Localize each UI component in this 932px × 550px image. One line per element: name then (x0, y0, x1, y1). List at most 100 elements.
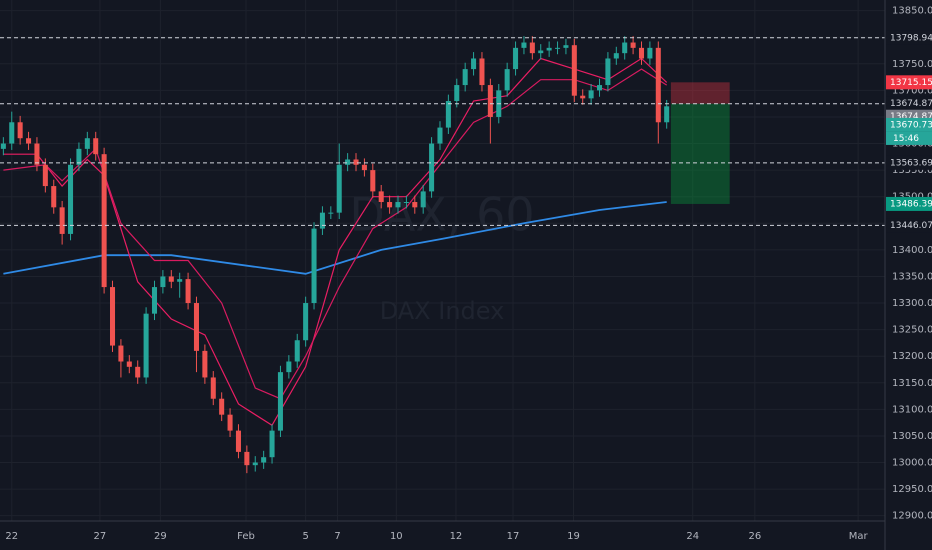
candle-body (51, 186, 57, 208)
candle-body (84, 138, 90, 149)
axes: 12900.000 12950.000 13000.000 13050.000 1310… (5, 6, 932, 542)
candle-body (479, 58, 485, 86)
price-tag (886, 196, 932, 211)
candle-body (227, 414, 233, 431)
x-tick-label: Mar (849, 531, 869, 542)
candle-body (9, 122, 15, 144)
y-tick-label: 13100.000 (892, 404, 932, 415)
candle-body (311, 228, 317, 304)
y-tick-label: 13400.000 (892, 245, 932, 256)
x-tick-label: 19 (567, 531, 580, 542)
candle-body (580, 95, 586, 99)
x-tick-label: Feb (237, 531, 255, 542)
candle-body (546, 47, 552, 51)
candle-body (613, 53, 619, 59)
level-tag (886, 96, 932, 111)
level-label: 13798.946 (890, 33, 932, 43)
candle-body (664, 106, 670, 123)
candle-body (513, 47, 519, 70)
candle-body (454, 85, 460, 102)
candle-body (504, 69, 510, 91)
x-tick-label: 29 (154, 531, 167, 542)
candle-body (412, 202, 418, 208)
candle-body (437, 127, 443, 144)
candle-body (555, 47, 561, 49)
y-tick-label: 12950.000 (892, 484, 932, 495)
countdown-tag (886, 131, 932, 145)
candle-body (471, 58, 477, 70)
candle-body (219, 398, 225, 415)
candle-body (387, 202, 393, 208)
y-tick-label: 12900.000 (892, 511, 932, 522)
price-tag-label: 13486.398 (890, 199, 932, 209)
level-label: 13563.695 (890, 158, 932, 168)
candle-body (101, 154, 107, 288)
candle-body (17, 122, 23, 139)
candle-body (244, 451, 250, 466)
candle-body (303, 303, 309, 341)
candle-body (235, 430, 241, 452)
candle-body (370, 170, 376, 192)
x-tick-label: 22 (5, 531, 18, 542)
candle-body (160, 276, 166, 288)
stop-zone (670, 82, 730, 104)
x-tick-label: 26 (748, 531, 761, 542)
candle-body (261, 457, 267, 463)
candle-body (59, 207, 65, 234)
candle-body (252, 462, 258, 466)
candle-body (26, 138, 32, 144)
candle-body (378, 191, 384, 203)
candle-body (286, 361, 292, 373)
candle-body (319, 212, 325, 229)
x-tick-label: 10 (390, 531, 403, 542)
level-label: 13674.876 (890, 99, 932, 109)
x-tick-label: 27 (94, 531, 107, 542)
candle-body (647, 47, 653, 59)
candle-body (118, 345, 124, 362)
candle-body (193, 303, 199, 351)
candle-body (429, 143, 435, 192)
candle-body (277, 372, 283, 431)
price-tag-label: 13715.158 (890, 78, 932, 88)
candle-body (143, 313, 149, 378)
y-tick-label: 13850.000 (892, 6, 932, 17)
candle-body (34, 143, 40, 165)
y-tick-label: 13750.000 (892, 59, 932, 70)
candle-body (622, 42, 628, 54)
candle-body (202, 350, 208, 378)
level-label: 13446.070 (890, 221, 932, 231)
candle-body (76, 148, 82, 165)
y-tick-label: 13300.000 (892, 298, 932, 309)
x-tick-label: 17 (507, 531, 520, 542)
candle-body (462, 69, 468, 86)
y-tick-label: 13250.000 (892, 325, 932, 336)
candle-body (529, 42, 535, 54)
candle-body (177, 279, 183, 282)
candle-body (168, 276, 174, 282)
candle-body (361, 164, 367, 171)
price-tag-label: 13670.730 (890, 120, 932, 130)
level-tag (886, 155, 932, 170)
x-tick-label: 12 (450, 531, 463, 542)
price-tag-label: 13674.876 (890, 112, 932, 122)
candle-body (210, 377, 216, 399)
y-tick-label: 13700.000 (892, 85, 932, 96)
candle-body (336, 164, 342, 213)
candle-body (345, 159, 351, 165)
candle-body (538, 50, 544, 54)
x-tick-label: 5 (302, 531, 308, 542)
candle-body (269, 430, 275, 458)
price-tag (886, 75, 932, 90)
candle-body (42, 164, 48, 187)
candle-body (109, 287, 116, 346)
candle-body (126, 361, 132, 367)
candle-body (596, 85, 603, 91)
countdown-label: 15:46 (893, 134, 919, 144)
candle-body (605, 58, 611, 86)
level-tag (886, 218, 932, 233)
candle-body (420, 191, 426, 208)
moving-average (3, 57, 668, 427)
target-zone (670, 103, 730, 204)
